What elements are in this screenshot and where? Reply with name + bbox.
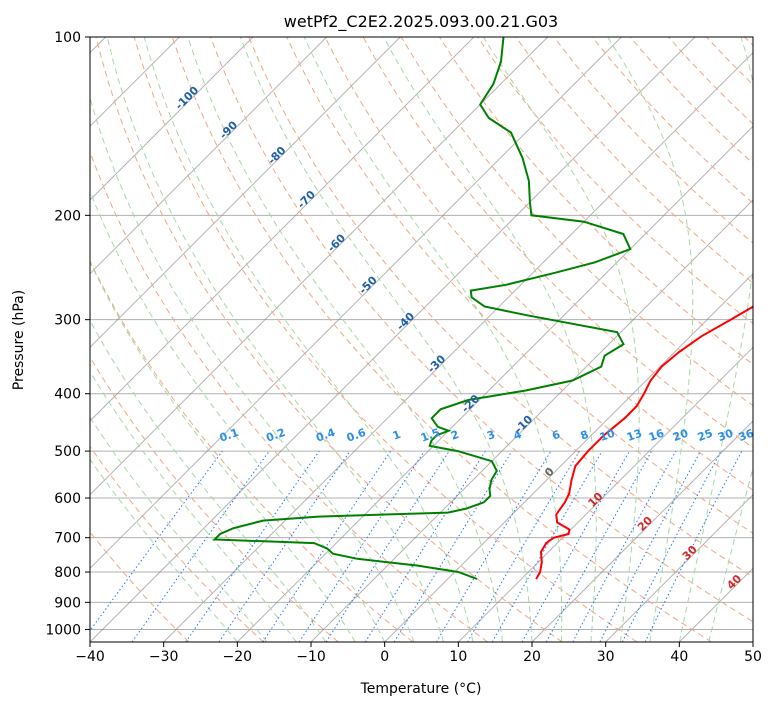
mixing-ratio-line bbox=[185, 450, 320, 642]
y-tick-label: 200 bbox=[54, 208, 81, 224]
moist-adiabat-line bbox=[90, 319, 327, 642]
x-tick-label: −30 bbox=[149, 649, 179, 665]
mixing-ratio-line bbox=[218, 450, 351, 642]
x-tick-label: 50 bbox=[744, 649, 762, 665]
mixing-ratio-line bbox=[393, 450, 513, 642]
mixing-ratio-line bbox=[131, 450, 270, 642]
moist-adiabat-line bbox=[383, 37, 597, 642]
x-axis-ticks: −40 −30 −20 −10 0 10 20 30 40 50 bbox=[75, 642, 762, 665]
mixing-ratio-line bbox=[262, 450, 392, 642]
moist-adiabat-line bbox=[90, 189, 386, 642]
y-tick-label: 800 bbox=[54, 565, 81, 581]
dry-adiabat-line bbox=[95, 37, 563, 642]
mixing-ratio-line bbox=[545, 450, 653, 642]
mixing-ratio-label: 30 bbox=[716, 426, 735, 444]
y-tick-label: 600 bbox=[54, 491, 81, 507]
y-axis-ticks: 100 200 300 400 500 600 700 800 900 1000 bbox=[45, 30, 90, 638]
moist-adiabat-line bbox=[90, 458, 238, 642]
moist-adiabat-line bbox=[106, 37, 445, 642]
moist-adiabat-line bbox=[708, 466, 753, 642]
dry-adiabat-line bbox=[248, 37, 753, 578]
moist-adiabat-line bbox=[303, 37, 563, 642]
isotherm-line bbox=[90, 37, 254, 201]
isotherm-line bbox=[605, 493, 753, 642]
dry-adiabat-line bbox=[133, 37, 638, 642]
y-tick-label: 300 bbox=[54, 313, 81, 329]
mixing-ratio-label: 0.1 bbox=[218, 426, 241, 445]
dry-adiabat-line bbox=[171, 37, 712, 642]
mixing-ratio-label: 0.6 bbox=[345, 426, 368, 445]
moist-adiabat-line bbox=[90, 96, 415, 642]
x-tick-label: 20 bbox=[523, 649, 541, 665]
plot-frame bbox=[89, 36, 754, 643]
mixing-ratio-label: 8 bbox=[579, 428, 591, 443]
dry-adiabat-line bbox=[90, 445, 264, 642]
mixing-ratio-line bbox=[644, 450, 743, 642]
x-tick-label: 30 bbox=[597, 649, 615, 665]
dry-adiabat-line bbox=[286, 37, 753, 534]
isotherm-line bbox=[531, 420, 753, 642]
y-tick-label: 100 bbox=[54, 30, 81, 46]
x-tick-label: −40 bbox=[75, 649, 105, 665]
y-axis-label: Pressure (hPa) bbox=[11, 290, 27, 390]
mixing-ratio-label: 2 bbox=[449, 428, 461, 443]
mixing-ratio-label: 1.5 bbox=[419, 426, 442, 445]
isotherm-line bbox=[90, 37, 328, 275]
isotherm-line bbox=[90, 37, 549, 496]
y-tick-label: 700 bbox=[54, 531, 81, 547]
mixing-ratio-label: 6 bbox=[550, 428, 562, 443]
isotherm-line bbox=[236, 125, 753, 642]
mixing-ratio-label: 13 bbox=[625, 427, 644, 444]
mixing-ratio-line bbox=[298, 450, 425, 642]
moist-adiabat-line bbox=[90, 416, 268, 642]
y-tick-label: 900 bbox=[54, 595, 81, 611]
x-tick-label: −10 bbox=[296, 649, 326, 665]
dry-adiabat-line bbox=[90, 259, 414, 642]
moist-adiabat-line bbox=[678, 37, 753, 642]
mixing-ratio-label: 16 bbox=[647, 426, 666, 444]
x-tick-label: 40 bbox=[670, 649, 688, 665]
mixing-ratio-line bbox=[325, 450, 450, 642]
mixing-ratio-line bbox=[90, 450, 223, 632]
y-tick-label: 400 bbox=[54, 387, 81, 403]
moist-adiabat-line bbox=[607, 37, 694, 642]
mixing-ratio-label: 36 bbox=[737, 426, 756, 444]
mixing-ratio-label: 4 bbox=[512, 428, 524, 443]
series-layer bbox=[212, 37, 753, 580]
isotherm-line bbox=[90, 37, 475, 422]
isotherm-line bbox=[384, 272, 753, 642]
mixing-ratio-label: 25 bbox=[696, 427, 715, 444]
dry-adiabat-line bbox=[90, 356, 339, 642]
mixing-ratio-label: 20 bbox=[671, 426, 690, 444]
sounding-line bbox=[535, 305, 753, 580]
moist-adiabat-line bbox=[90, 370, 297, 642]
x-tick-label: 0 bbox=[380, 649, 389, 665]
moist-adiabat-line bbox=[187, 37, 503, 642]
mixing-ratio-label: 1 bbox=[391, 428, 403, 443]
isotherm-line bbox=[90, 37, 401, 349]
x-axis-label: Temperature (°C) bbox=[360, 681, 482, 697]
moist-adiabat-line bbox=[239, 37, 533, 642]
mixing-ratio-label: 10 bbox=[598, 426, 617, 444]
sounding-line bbox=[212, 37, 632, 580]
y-tick-label: 1000 bbox=[45, 622, 81, 638]
moist-adiabat-line bbox=[90, 260, 356, 642]
mixing-ratio-label: 3 bbox=[485, 428, 497, 443]
dry-adiabat-line bbox=[210, 37, 753, 623]
isotherm-line bbox=[90, 37, 622, 570]
y-tick-label: 500 bbox=[54, 444, 81, 460]
moist-adiabat-line bbox=[143, 37, 474, 642]
mixing-ratio-line bbox=[521, 450, 630, 642]
dry-adiabat-line bbox=[515, 37, 753, 284]
mixing-ratio-label: 0.2 bbox=[264, 426, 287, 445]
x-tick-label: 10 bbox=[449, 649, 467, 665]
x-tick-label: −20 bbox=[223, 649, 253, 665]
chart-title: wetPf2_C2E2.2025.093.00.21.G03 bbox=[284, 12, 558, 32]
moist-adiabat-line bbox=[482, 37, 640, 642]
mixing-ratio-line bbox=[572, 450, 677, 642]
mixing-ratio-label: 0.4 bbox=[314, 426, 337, 445]
isotherm-line bbox=[90, 37, 696, 642]
